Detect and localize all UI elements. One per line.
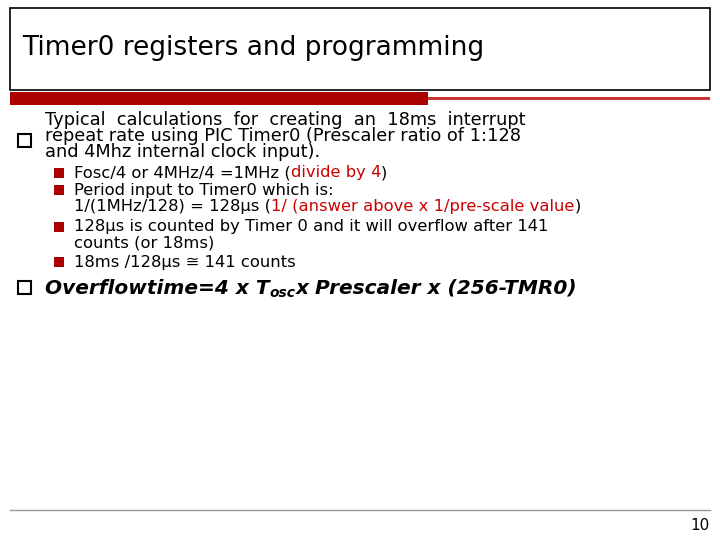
Text: 1/(1MHz/128) = 128μs (: 1/(1MHz/128) = 128μs ( xyxy=(74,199,271,213)
Bar xyxy=(18,134,31,147)
Bar xyxy=(54,257,64,267)
Bar xyxy=(428,97,710,100)
Text: 18ms /128μs ≅ 141 counts: 18ms /128μs ≅ 141 counts xyxy=(74,254,296,269)
Text: 1/ (answer above x 1/pre-scale value: 1/ (answer above x 1/pre-scale value xyxy=(271,199,575,213)
Text: osc: osc xyxy=(269,286,296,300)
Text: and 4Mhz internal clock input).: and 4Mhz internal clock input). xyxy=(45,143,320,161)
Text: Period input to Timer0 which is:: Period input to Timer0 which is: xyxy=(74,183,333,198)
Text: 10: 10 xyxy=(690,517,710,532)
Text: repeat rate using PIC Timer0 (Prescaler ratio of 1:128: repeat rate using PIC Timer0 (Prescaler … xyxy=(45,127,521,145)
Bar xyxy=(10,92,428,105)
Text: counts (or 18ms): counts (or 18ms) xyxy=(74,235,215,251)
Text: x Prescaler x (256-TMR0): x Prescaler x (256-TMR0) xyxy=(296,279,577,298)
Text: divide by 4: divide by 4 xyxy=(291,165,381,180)
Text: Overflowtime=4 x T: Overflowtime=4 x T xyxy=(45,279,269,298)
Bar xyxy=(54,222,64,232)
Bar xyxy=(54,185,64,195)
Bar xyxy=(54,168,64,178)
Text: ): ) xyxy=(381,165,387,180)
Text: Typical  calculations  for  creating  an  18ms  interrupt: Typical calculations for creating an 18m… xyxy=(45,111,526,129)
Text: ): ) xyxy=(575,199,581,213)
Text: 128μs is counted by Timer 0 and it will overflow after 141: 128μs is counted by Timer 0 and it will … xyxy=(74,219,549,234)
Bar xyxy=(10,8,710,90)
Bar xyxy=(18,281,31,294)
Text: Fosc/4 or 4MHz/4 =1MHz (: Fosc/4 or 4MHz/4 =1MHz ( xyxy=(74,165,291,180)
Text: Timer0 registers and programming: Timer0 registers and programming xyxy=(22,35,484,61)
